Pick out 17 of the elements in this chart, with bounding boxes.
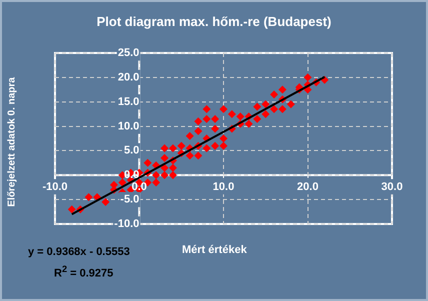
- x-axis-title: Mért értékek: [182, 244, 247, 256]
- x-tick-label: 30.0: [381, 180, 403, 193]
- y-tick-label: -10.0: [114, 218, 140, 230]
- x-tick-label: -10.0: [42, 180, 68, 193]
- text: R$^{2}$ = 0.9275: [54, 264, 114, 280]
- y-tick-label: 15.0: [118, 96, 140, 108]
- chart-title: Plot diagram max. hőm.-re (Budapest): [96, 14, 332, 29]
- y-tick-label: 25.0: [118, 47, 140, 60]
- y-tick-label: 10.0: [118, 120, 140, 132]
- y-tick-label: 0.0: [124, 169, 140, 182]
- y-tick-label: -5.0: [120, 194, 140, 206]
- y-tick-label: 5.0: [124, 144, 140, 157]
- y-axis-title: Előrejelzett adatok 0. napra: [6, 77, 18, 207]
- x-tick-label: 20.0: [297, 180, 318, 193]
- y-tick-label: 20.0: [118, 71, 140, 84]
- x-tick-label: 10.0: [212, 180, 234, 193]
- text: y = 0.9368x - 0.5553: [28, 246, 130, 258]
